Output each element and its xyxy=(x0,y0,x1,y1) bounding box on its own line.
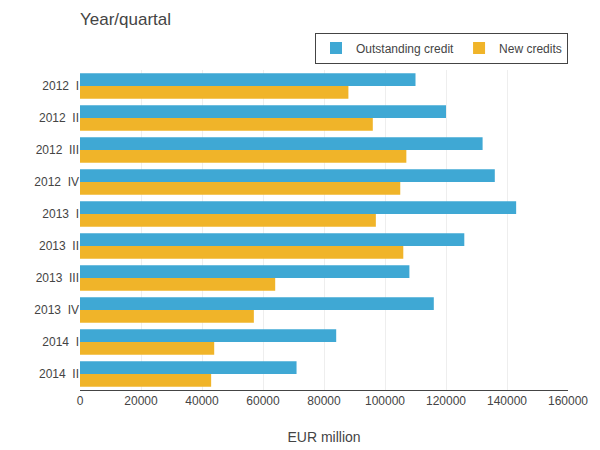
svg-text:EUR million: EUR million xyxy=(287,429,360,445)
svg-text:20000: 20000 xyxy=(124,394,158,408)
svg-text:2012 III: 2012 III xyxy=(36,143,79,157)
svg-text:2013 I: 2013 I xyxy=(42,207,79,221)
svg-text:Outstanding credit: Outstanding credit xyxy=(356,42,454,56)
svg-text:2014 II: 2014 II xyxy=(39,367,79,381)
svg-text:160000: 160000 xyxy=(548,394,588,408)
svg-text:0: 0 xyxy=(77,394,84,408)
svg-text:2014 I: 2014 I xyxy=(42,335,79,349)
svg-text:60000: 60000 xyxy=(246,394,280,408)
svg-text:80000: 80000 xyxy=(307,394,341,408)
svg-text:2012 IV: 2012 IV xyxy=(34,175,79,189)
svg-text:120000: 120000 xyxy=(426,394,466,408)
svg-text:140000: 140000 xyxy=(487,394,527,408)
svg-text:2013 III: 2013 III xyxy=(36,271,79,285)
svg-text:Year/quartal: Year/quartal xyxy=(80,10,171,29)
svg-text:2012 I: 2012 I xyxy=(42,79,79,93)
svg-text:2013 IV: 2013 IV xyxy=(34,303,79,317)
svg-text:40000: 40000 xyxy=(185,394,219,408)
svg-text:100000: 100000 xyxy=(365,394,405,408)
svg-text:2013 II: 2013 II xyxy=(39,239,79,253)
svg-text:New credits: New credits xyxy=(499,42,562,56)
svg-text:2012 II: 2012 II xyxy=(39,111,79,125)
